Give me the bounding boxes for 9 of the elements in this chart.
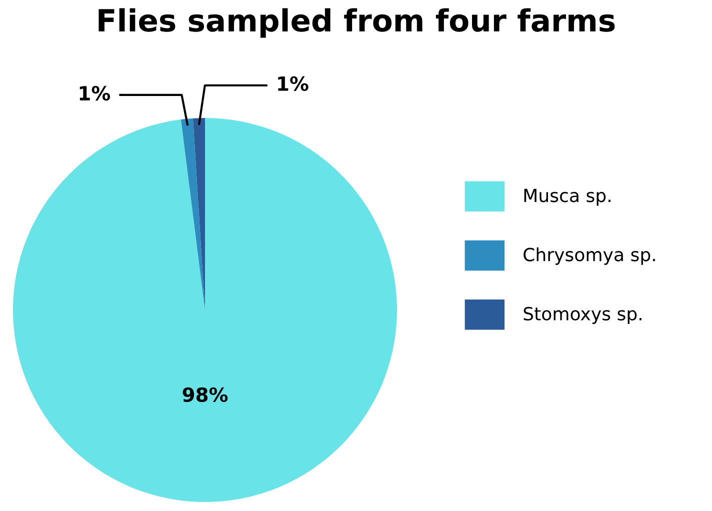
data-label: 1% xyxy=(80,86,110,101)
pie-slice xyxy=(180,118,205,310)
legend-label: Musca sp. xyxy=(524,188,610,206)
data-label: 98% xyxy=(182,387,228,402)
legend-label: Chrysomya sp. xyxy=(524,247,655,265)
pie-slice xyxy=(13,118,397,502)
data-label: 1% xyxy=(278,76,308,91)
chart-title: Flies sampled from four farms xyxy=(98,8,615,38)
legend-label: Stomoxys sp. xyxy=(524,306,642,324)
